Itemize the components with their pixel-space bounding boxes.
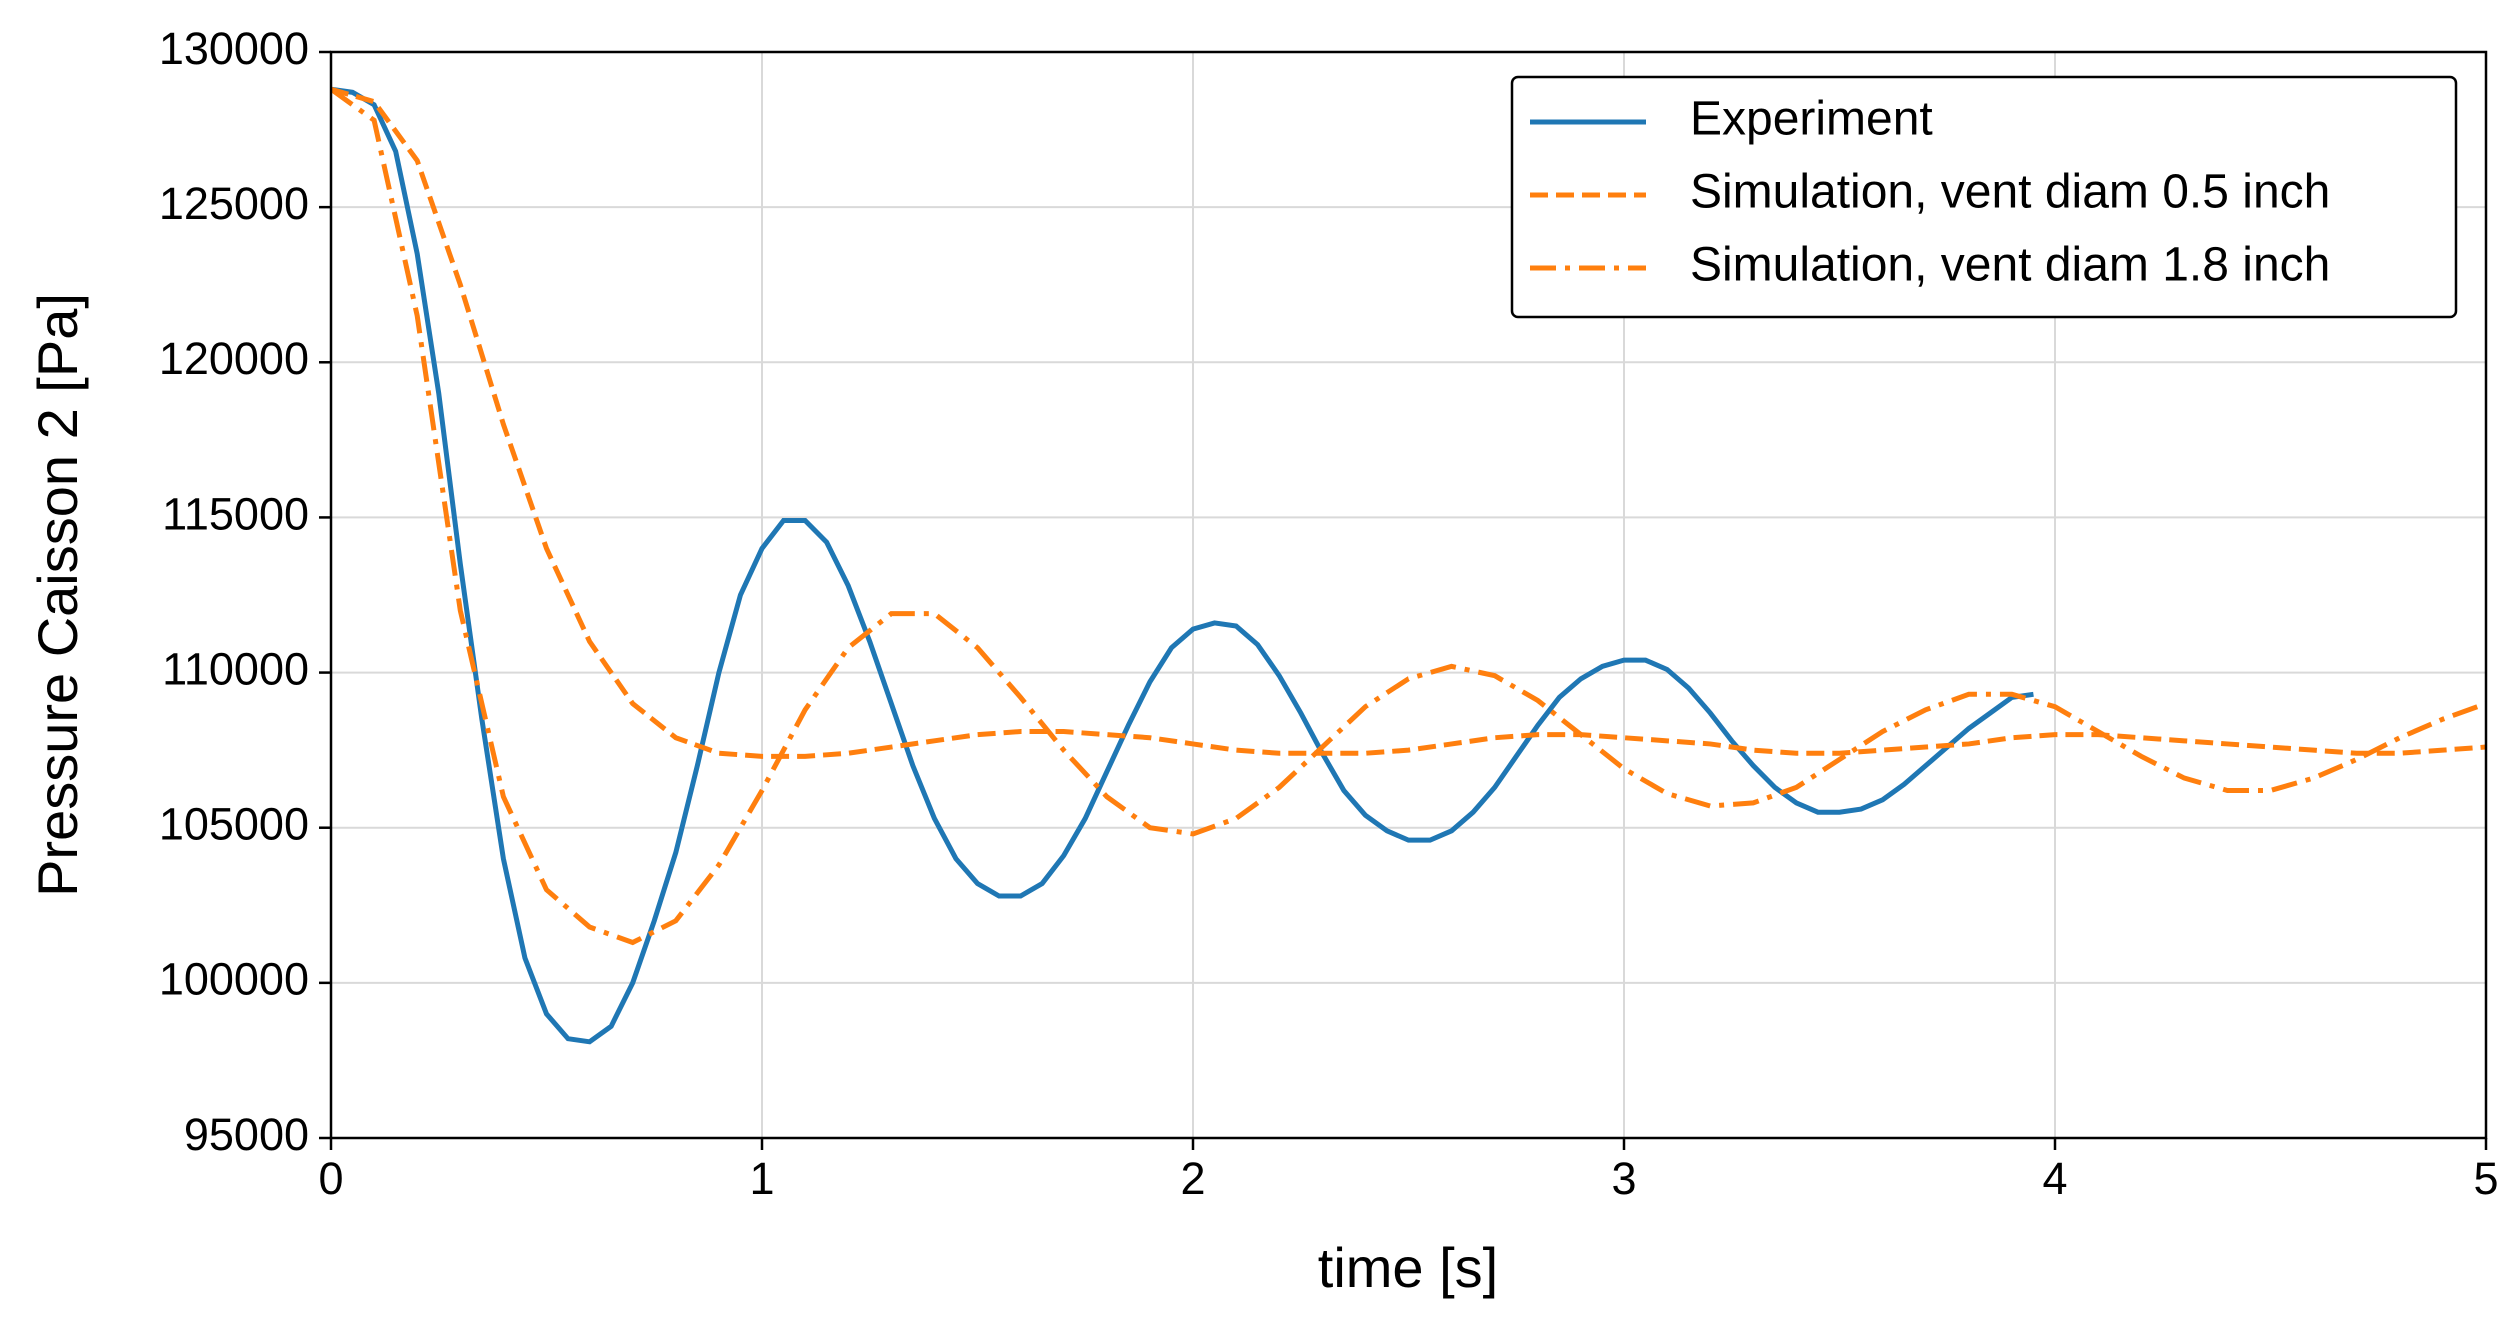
y-axis-label: Pressure Caisson 2 [Pa] xyxy=(26,293,89,897)
legend-box xyxy=(1510,75,2458,319)
y-tick-label: 120000 xyxy=(159,333,309,384)
y-tick-label: 125000 xyxy=(159,178,309,229)
x-tick-label: 5 xyxy=(2473,1153,2498,1204)
x-tick-label: 4 xyxy=(2042,1153,2067,1204)
y-tick-label: 115000 xyxy=(162,488,309,539)
legend-label: Simulation, vent diam 1.8 inch xyxy=(1690,239,2330,292)
y-tick-label: 110000 xyxy=(162,643,309,694)
x-tick-label: 1 xyxy=(749,1153,774,1204)
x-tick-label: 0 xyxy=(318,1153,343,1204)
series-line xyxy=(331,86,2034,1045)
legend-label: Simulation, vent diam 0.5 inch xyxy=(1690,166,2330,219)
y-tick-label: 130000 xyxy=(159,23,309,74)
x-tick-label: 3 xyxy=(1611,1153,1636,1204)
x-axis-label: time [s] xyxy=(1318,1236,1498,1299)
legend-label: Experiment xyxy=(1690,93,1933,146)
x-tick-label: 2 xyxy=(1180,1153,1205,1204)
series-line xyxy=(331,86,2486,759)
y-tick-label: 105000 xyxy=(159,799,309,850)
plot-frame xyxy=(329,50,2488,1140)
y-tick-label: 95000 xyxy=(184,1109,309,1160)
y-tick-label: 100000 xyxy=(159,954,309,1005)
series-line xyxy=(331,87,2486,946)
